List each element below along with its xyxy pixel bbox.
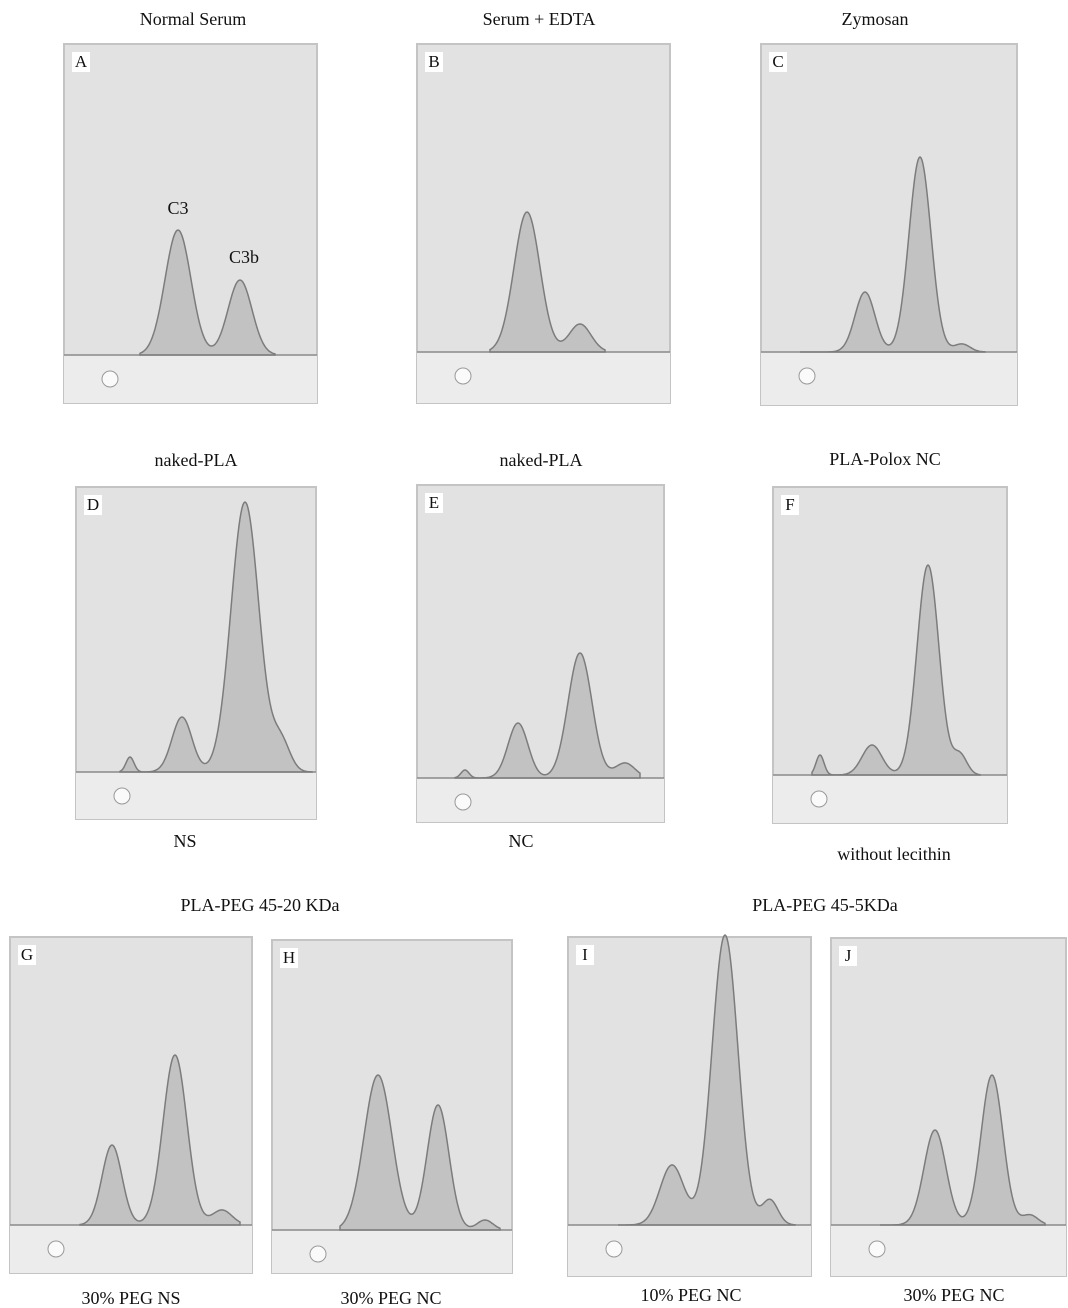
panel-letter: E (429, 493, 439, 512)
panel-title: Serum + EDTA (483, 9, 596, 29)
peak-profile (811, 563, 981, 776)
letter-box (781, 495, 799, 515)
sample-well (798, 367, 816, 385)
letter-box (425, 52, 443, 72)
peak-profile (79, 1054, 241, 1226)
peak-profile (880, 1074, 1046, 1226)
peak-profile (489, 211, 606, 353)
peak-profile (139, 229, 276, 356)
sample-well (810, 790, 828, 808)
peak-profile (800, 156, 986, 353)
group-title: PLA-PEG 45-5KDa (752, 895, 898, 915)
sample-well (113, 787, 131, 805)
letter-box (425, 493, 443, 513)
sample-well (454, 367, 472, 385)
sample-well (47, 1240, 65, 1258)
gel-band (417, 778, 664, 822)
sample-well (309, 1245, 327, 1263)
panel-letter: G (21, 945, 33, 964)
group-title: PLA-PEG 45-20 KDa (181, 895, 340, 915)
panel-letter: B (428, 52, 439, 71)
peak-label: C3b (229, 247, 259, 267)
sample-well (454, 793, 472, 811)
gel-band (568, 1225, 811, 1276)
panel-letter: C (772, 52, 783, 71)
panel-title: PLA-Polox NC (829, 449, 941, 469)
panel-letter: J (845, 946, 852, 965)
panel-caption: NC (508, 831, 533, 851)
panel-letter: H (283, 948, 295, 967)
letter-box (84, 495, 102, 515)
letter-box (839, 946, 857, 966)
panel-letter: D (87, 495, 99, 514)
panel-caption: without lecithin (837, 844, 950, 864)
sample-well (605, 1240, 623, 1258)
letter-box (18, 945, 36, 965)
gel-band (272, 1230, 512, 1273)
gel-band (831, 1225, 1066, 1276)
gel-band (76, 772, 316, 819)
panel-title: naked-PLA (500, 450, 583, 470)
panel-caption: 30% PEG NC (340, 1288, 441, 1308)
peak-profile (119, 501, 313, 773)
gel-band (10, 1225, 252, 1273)
letter-box (280, 948, 298, 968)
panel-caption: 10% PEG NC (640, 1285, 741, 1305)
peak-profile (618, 933, 796, 1226)
peak-profile (339, 1074, 501, 1231)
panel-title: naked-PLA (155, 450, 238, 470)
panel-letter: I (582, 945, 588, 964)
gel-band (773, 775, 1007, 823)
peak-profile (454, 652, 641, 779)
panel-title: Zymosan (842, 9, 909, 29)
peak-label: C3 (167, 198, 188, 218)
panel-letter: F (785, 495, 794, 514)
panel-title: Normal Serum (140, 9, 246, 29)
panel-letter: A (75, 52, 88, 71)
sample-well (868, 1240, 886, 1258)
panel-caption: 30% PEG NS (81, 1288, 180, 1308)
panel-caption: NS (173, 831, 196, 851)
letter-box (769, 52, 787, 72)
letter-box (72, 52, 90, 72)
panel-caption: 30% PEG NC (903, 1285, 1004, 1305)
sample-well (101, 370, 119, 388)
letter-box (576, 945, 594, 965)
